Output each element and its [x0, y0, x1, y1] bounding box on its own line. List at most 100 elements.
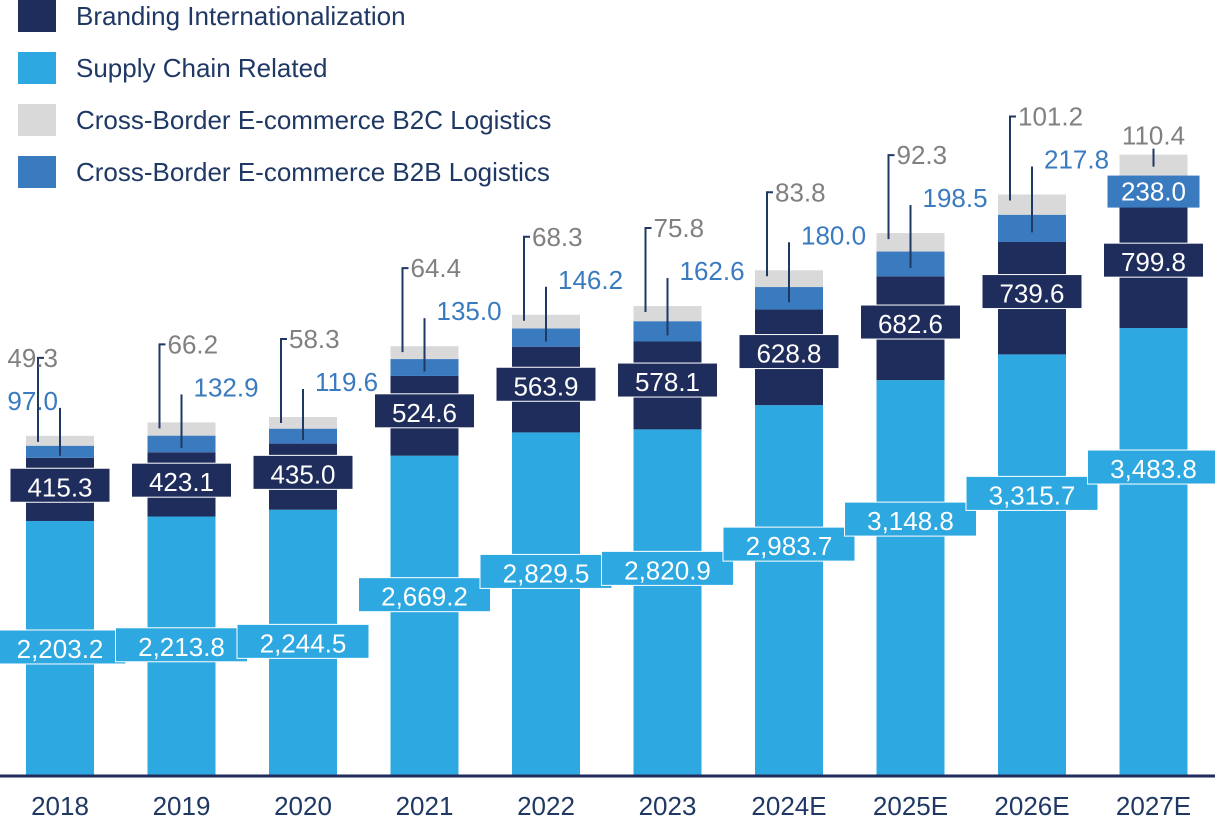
leader-line	[766, 191, 773, 277]
x-tick-label: 2024E	[751, 791, 826, 821]
x-tick-label: 2023	[639, 791, 697, 821]
label-box	[738, 334, 840, 370]
data-label: 423.1	[149, 467, 214, 497]
data-label: 2,829.5	[503, 558, 590, 588]
data-label: 628.8	[756, 339, 821, 369]
data-label: 739.6	[999, 279, 1064, 309]
data-label: 97.0	[7, 386, 58, 416]
label-box	[358, 577, 491, 613]
x-tick-label: 2020	[274, 791, 332, 821]
data-label: 146.2	[558, 265, 623, 295]
x-tick-label: 2025E	[873, 791, 948, 821]
data-label: 2,244.5	[260, 628, 347, 658]
legend-swatch	[18, 0, 56, 32]
legend-label: Branding Internationalization	[76, 0, 406, 31]
data-label: 110.4	[1122, 121, 1185, 151]
data-label: 2,983.7	[746, 531, 833, 561]
data-label: 68.3	[532, 222, 583, 252]
label-box	[479, 553, 613, 589]
label-box	[1107, 175, 1200, 208]
data-label: 135.0	[437, 296, 502, 326]
bar-segment	[755, 405, 823, 775]
data-label: 217.8	[1044, 145, 1109, 175]
data-label: 563.9	[513, 371, 578, 401]
label-box	[722, 526, 856, 562]
data-label: 83.8	[775, 177, 826, 207]
data-label: 2,820.9	[624, 555, 711, 585]
x-tick-label: 2022	[517, 791, 575, 821]
legend-swatch	[18, 52, 56, 84]
leader-line	[644, 227, 652, 313]
label-box	[236, 623, 370, 659]
label-box	[9, 467, 111, 503]
legend-label: Supply Chain Related	[76, 52, 328, 83]
data-label: 180.0	[801, 220, 866, 250]
label-box	[860, 304, 961, 340]
x-tick-label: 2018	[31, 791, 89, 821]
data-label: 92.3	[897, 140, 948, 170]
label-box	[617, 362, 718, 398]
data-label: 3,148.8	[867, 506, 954, 536]
legend-item: Cross-Border E-commerce B2C Logistics	[18, 100, 551, 140]
bar-segment	[998, 354, 1066, 775]
bar-segment	[633, 429, 702, 775]
label-box	[1103, 242, 1204, 278]
label-box	[495, 366, 597, 402]
x-tick-label: 2026E	[994, 791, 1069, 821]
legend-label: Cross-Border E-commerce B2C Logistics	[76, 104, 552, 135]
legend-swatch	[18, 156, 56, 188]
x-tick-label: 2019	[153, 791, 211, 821]
leader-line	[887, 154, 895, 240]
leader-line	[1009, 115, 1016, 201]
bar-segment	[876, 380, 945, 775]
label-box	[601, 550, 734, 586]
data-label: 415.3	[27, 472, 92, 502]
label-box	[844, 501, 977, 537]
leader-line	[37, 356, 44, 442]
data-label: 58.3	[289, 324, 340, 354]
data-label: 132.9	[194, 372, 259, 402]
data-label: 66.2	[168, 329, 219, 359]
label-box	[1087, 449, 1215, 485]
bar-segment	[390, 455, 459, 775]
data-label: 682.6	[878, 309, 943, 339]
bar-segment	[512, 432, 580, 775]
x-tick-label: 2027E	[1116, 791, 1191, 821]
data-label: 64.4	[411, 253, 462, 283]
data-label: 578.1	[635, 367, 700, 397]
leader-line	[158, 343, 166, 429]
leader-line	[280, 337, 287, 423]
leader-line	[523, 235, 530, 321]
label-box	[965, 475, 1099, 511]
data-label: 2,213.8	[138, 632, 225, 662]
data-label: 2,669.2	[381, 582, 468, 612]
legend-item: Branding Internationalization	[18, 0, 406, 36]
data-label: 162.6	[680, 256, 745, 286]
data-label: 435.0	[270, 459, 335, 489]
leader-line	[401, 267, 409, 353]
data-label: 198.5	[923, 183, 988, 213]
data-label: 101.2	[1018, 102, 1083, 132]
label-box	[115, 627, 248, 663]
data-label: 799.8	[1121, 247, 1186, 277]
label-box	[0, 629, 127, 665]
data-label: 524.6	[392, 398, 457, 428]
legend-item: Cross-Border E-commerce B2B Logistics	[18, 152, 550, 192]
x-tick-label: 2021	[396, 791, 454, 821]
data-label: 238.0	[1121, 177, 1186, 207]
label-box	[252, 454, 354, 490]
legend-swatch	[18, 104, 56, 136]
legend-item: Supply Chain Related	[18, 48, 328, 88]
data-label: 3,483.8	[1110, 454, 1197, 484]
bar-segment	[1119, 328, 1188, 775]
legend-label: Cross-Border E-commerce B2B Logistics	[76, 156, 550, 187]
label-box	[374, 393, 475, 429]
data-label: 2,203.2	[17, 634, 104, 664]
label-box	[131, 462, 232, 498]
data-label: 3,315.7	[989, 480, 1076, 510]
data-label: 49.3	[7, 343, 58, 373]
data-label: 75.8	[654, 213, 705, 243]
label-box	[981, 274, 1083, 310]
data-label: 119.6	[315, 367, 378, 397]
